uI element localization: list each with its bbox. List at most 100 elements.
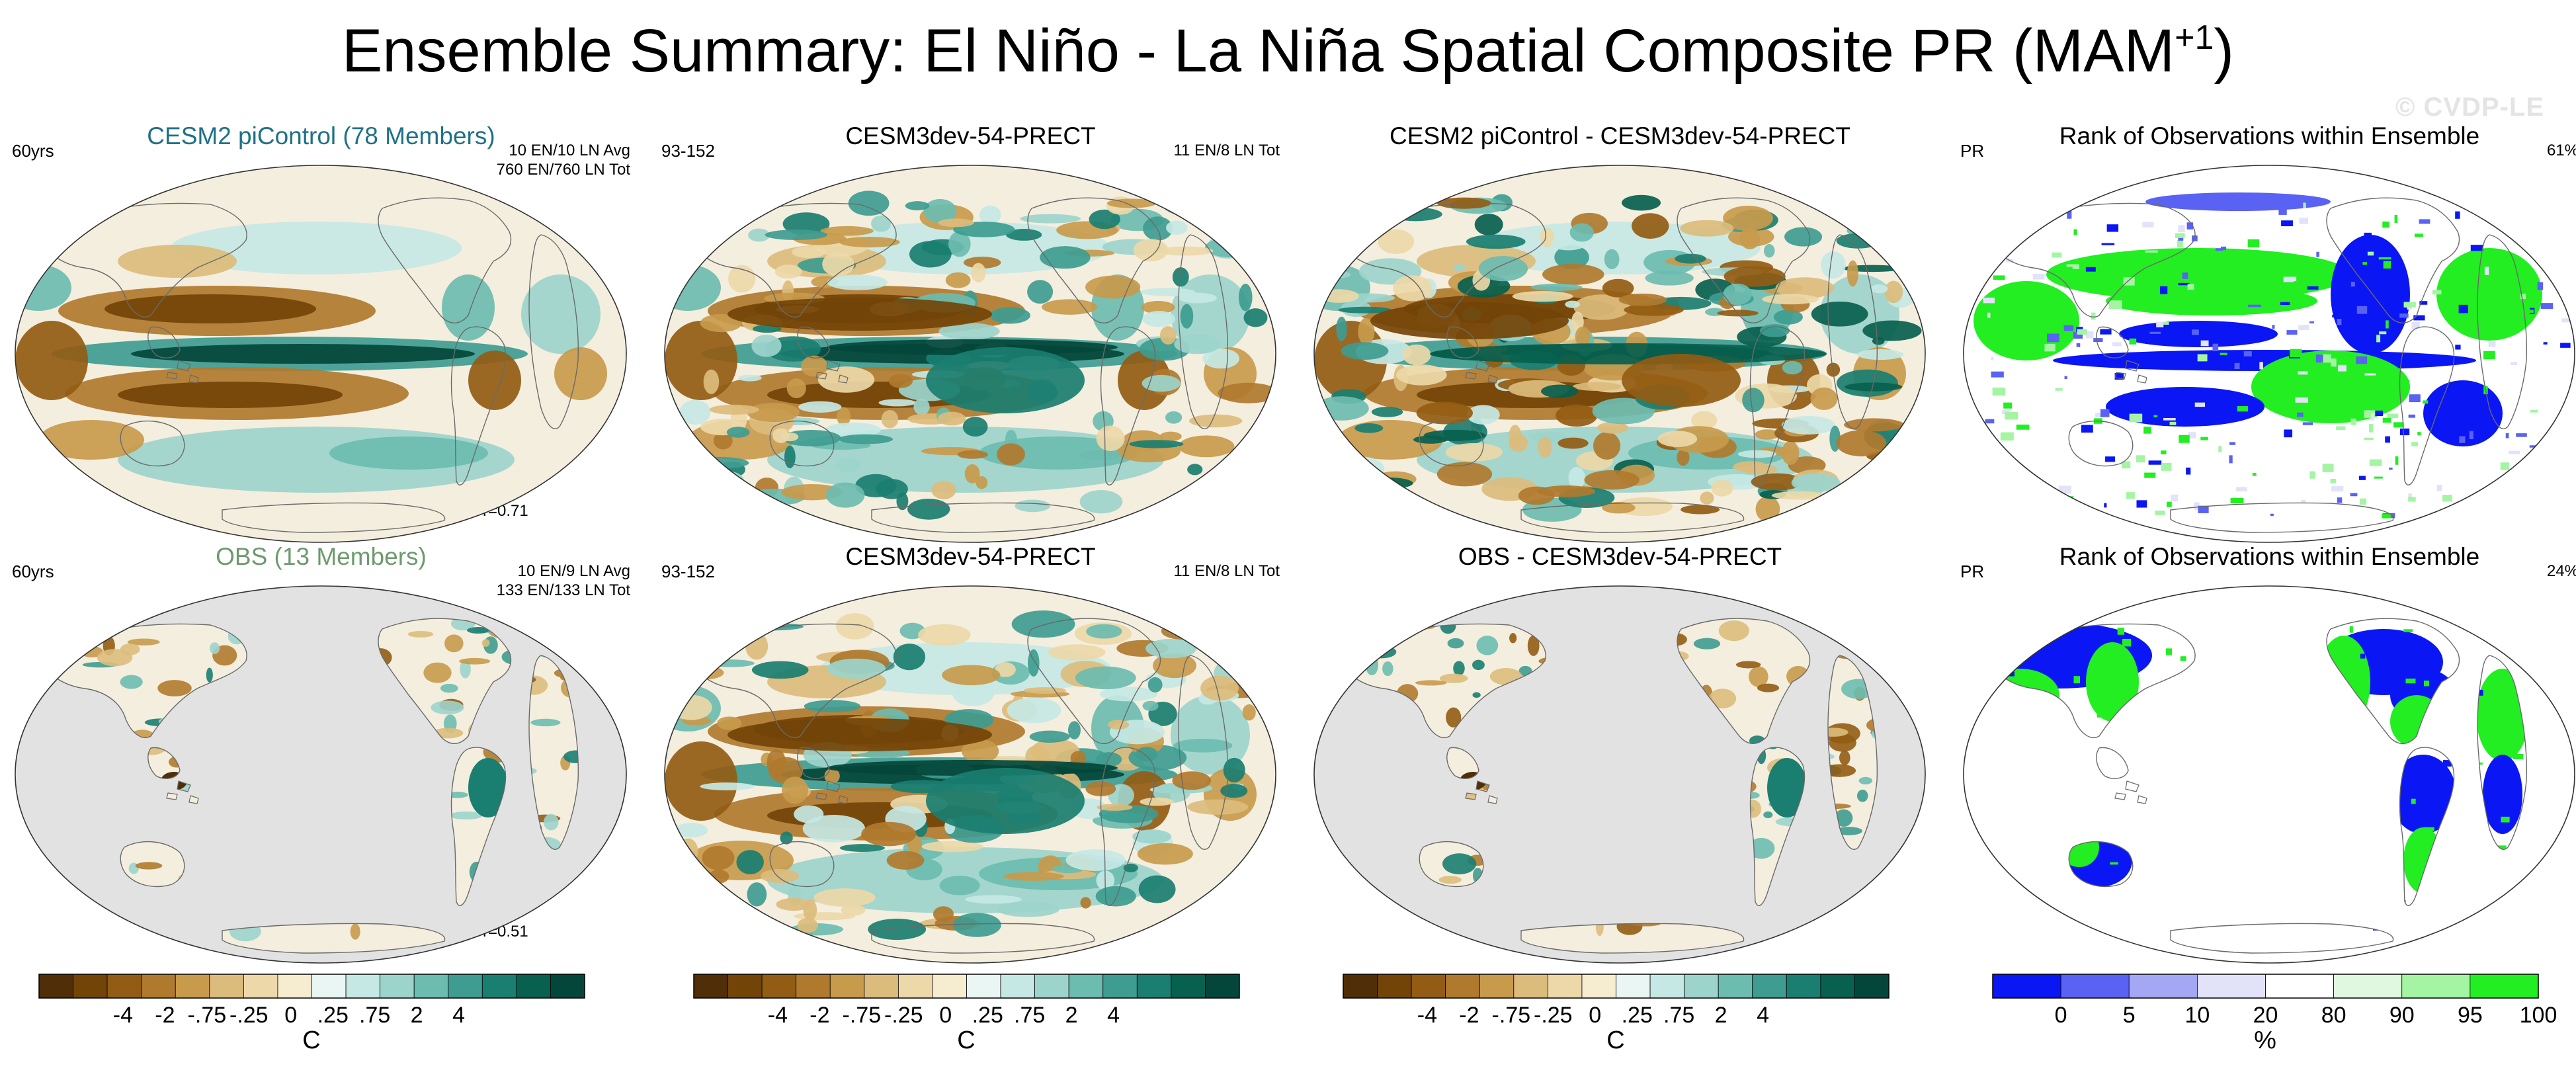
panel-label-left: 93-152 (661, 562, 715, 581)
map-border (1313, 165, 1926, 543)
colorbar-tick-label: 0 (1589, 1003, 1602, 1028)
colorbar-tick-label: -.25 (884, 1003, 923, 1028)
colorbar-swatch (1136, 974, 1172, 999)
map-panel-5: OBS (13 Members) 60yrs 10 EN/9 LN Avg 133 E… (12, 543, 630, 966)
figure-title: Ensemble Summary: El Niño - La Niña Spat… (341, 17, 2235, 85)
colorbar-swatch (1445, 974, 1480, 999)
colorbar-tick-label: 0 (284, 1003, 298, 1028)
coastlines (1992, 197, 2527, 533)
map-globe (1313, 165, 1926, 543)
colorbar-swatch (550, 974, 585, 999)
colorbar-swatch (1479, 974, 1515, 999)
panel-label-left: 93-152 (661, 141, 715, 161)
colorbar-tick-label: -4 (1417, 1003, 1438, 1028)
map-panel-1: CESM2 piControl (78 Members) 60yrs 10 EN/1… (12, 122, 630, 546)
colorbar-tick-label: 90 (2389, 1003, 2415, 1028)
colorbar-swatch (1171, 974, 1206, 999)
panel-label-right-line-1: 11 EN/8 LN Tot (1173, 142, 1280, 159)
watermark: © CVDP-LE (2395, 93, 2544, 122)
colorbar-tick-label: 100 (2519, 1003, 2557, 1028)
colorbar-tick-label: 4 (1757, 1003, 1770, 1028)
colorbar-tick-label: 2 (410, 1003, 423, 1028)
colorbar-tick-label: -.25 (1534, 1003, 1573, 1028)
colorbar-swatch (1649, 974, 1685, 999)
panel-label-right: 11 EN/8 LN Tot (1173, 141, 1280, 160)
colorbar-swatch (413, 974, 449, 999)
map-border (664, 165, 1276, 543)
colorbar-swatches (38, 974, 585, 999)
colorbar-swatch (209, 974, 244, 999)
map-border (1313, 585, 1926, 964)
map-panel-4: Rank of Observations within Ensemble PR 61… (1960, 122, 2576, 546)
panel-label-right-line-1: 61% (2546, 142, 2576, 159)
panel-label-left: 60yrs (12, 562, 54, 581)
colorbar-unit-label: C (957, 1026, 976, 1054)
panel-label-right-line-1: 24% (2546, 562, 2576, 580)
map-border (664, 585, 1276, 964)
map-field (1314, 586, 1925, 963)
panel-label-right: 61% (2547, 141, 2576, 160)
colorbar-swatch (1820, 974, 1855, 999)
map-field (15, 586, 626, 963)
colorbar-tick-label: -.75 (187, 1003, 227, 1028)
coastlines (44, 197, 579, 533)
colorbar-2: -4 -2 -.75 -.25 0 .25 .75 2 4 C (693, 974, 1311, 1086)
colorbar-swatch (2265, 974, 2335, 999)
colorbar-tick-label: 0 (2054, 1003, 2067, 1028)
map-globe (15, 165, 627, 543)
colorbar-swatch (966, 974, 1001, 999)
colorbar-swatch (1068, 974, 1104, 999)
colorbar-3: -4 -2 -.75 -.25 0 .25 .75 2 4 C (1343, 974, 1961, 1086)
colorbar-swatch (243, 974, 278, 999)
colorbar-swatch (1581, 974, 1616, 999)
colorbar-swatch (1547, 974, 1583, 999)
map-globe (664, 585, 1276, 964)
colorbar-tick-label: -4 (767, 1003, 788, 1028)
panel-title: CESM3dev-54-PRECT (845, 122, 1096, 149)
colorbar-tick-label: 80 (2321, 1003, 2347, 1028)
map-panel-7: OBS - CESM3dev-54-PRECT (1311, 543, 1929, 966)
colorbar-swatch (345, 974, 381, 999)
colorbar-swatch (761, 974, 797, 999)
panel-label-right-line-1: 11 EN/8 LN Tot (1173, 562, 1280, 580)
panel-label-left: PR (1960, 562, 1985, 581)
map-panel-6: CESM3dev-54-PRECT 93-152 11 EN/8 LN Tot (661, 543, 1280, 966)
panel-label-right-line-1: 10 EN/9 LN Avg (517, 562, 630, 580)
colorbar-tick-label: .25 (1621, 1003, 1653, 1028)
colorbar-swatch (864, 974, 899, 999)
colorbar-swatch (829, 974, 865, 999)
panel-title: CESM3dev-54-PRECT (845, 543, 1096, 570)
panel-label-right-line-2: 133 EN/133 LN Tot (496, 581, 630, 599)
panel-title: CESM2 piControl (78 Members) (147, 122, 495, 149)
map-border (15, 585, 627, 964)
colorbar-tick-label: -2 (810, 1003, 830, 1028)
colorbar-swatch (693, 974, 728, 999)
colorbar-4: 0 5 10 20 80 90 95 100% (1992, 974, 2576, 1086)
colorbar-swatch (448, 974, 483, 999)
colorbar-tick-label: 4 (452, 1003, 466, 1028)
colorbar-tick-label: -.75 (1491, 1003, 1531, 1028)
colorbar-swatch (2333, 974, 2403, 999)
panel-label-left: 60yrs (12, 141, 54, 161)
colorbar-tick-label: 5 (2122, 1003, 2136, 1028)
colorbar-tick-label: -2 (1459, 1003, 1479, 1028)
colorbar-swatch (1034, 974, 1069, 999)
map-globe (1313, 585, 1926, 964)
colorbar-swatches (1992, 974, 2539, 999)
colorbar-tick-label: .75 (359, 1003, 391, 1028)
coastlines (1343, 618, 1878, 954)
colorbar-swatch (481, 974, 517, 999)
panel-label-right: 10 EN/10 LN Avg 760 EN/760 LN Tot (497, 141, 630, 179)
coastlines (44, 618, 579, 954)
colorbar-swatch (2060, 974, 2130, 999)
colorbar-swatches (1343, 974, 1890, 999)
map-globe (1963, 585, 2575, 964)
panel-label-right: 10 EN/9 LN Avg 133 EN/133 LN Tot (497, 562, 630, 600)
map-border (15, 165, 627, 543)
panel-title: OBS - CESM3dev-54-PRECT (1458, 543, 1782, 570)
coastlines (693, 197, 1228, 533)
colorbar-1: -4 -2 -.75 -.25 0 .25 .75 2 4 C (38, 974, 657, 1086)
colorbar-swatch (1786, 974, 1821, 999)
map-panel-2: CESM3dev-54-PRECT 93-152 11 EN/8 LN Tot (661, 122, 1280, 546)
map-panel-8: Rank of Observations within Ensemble PR 24… (1960, 543, 2576, 966)
